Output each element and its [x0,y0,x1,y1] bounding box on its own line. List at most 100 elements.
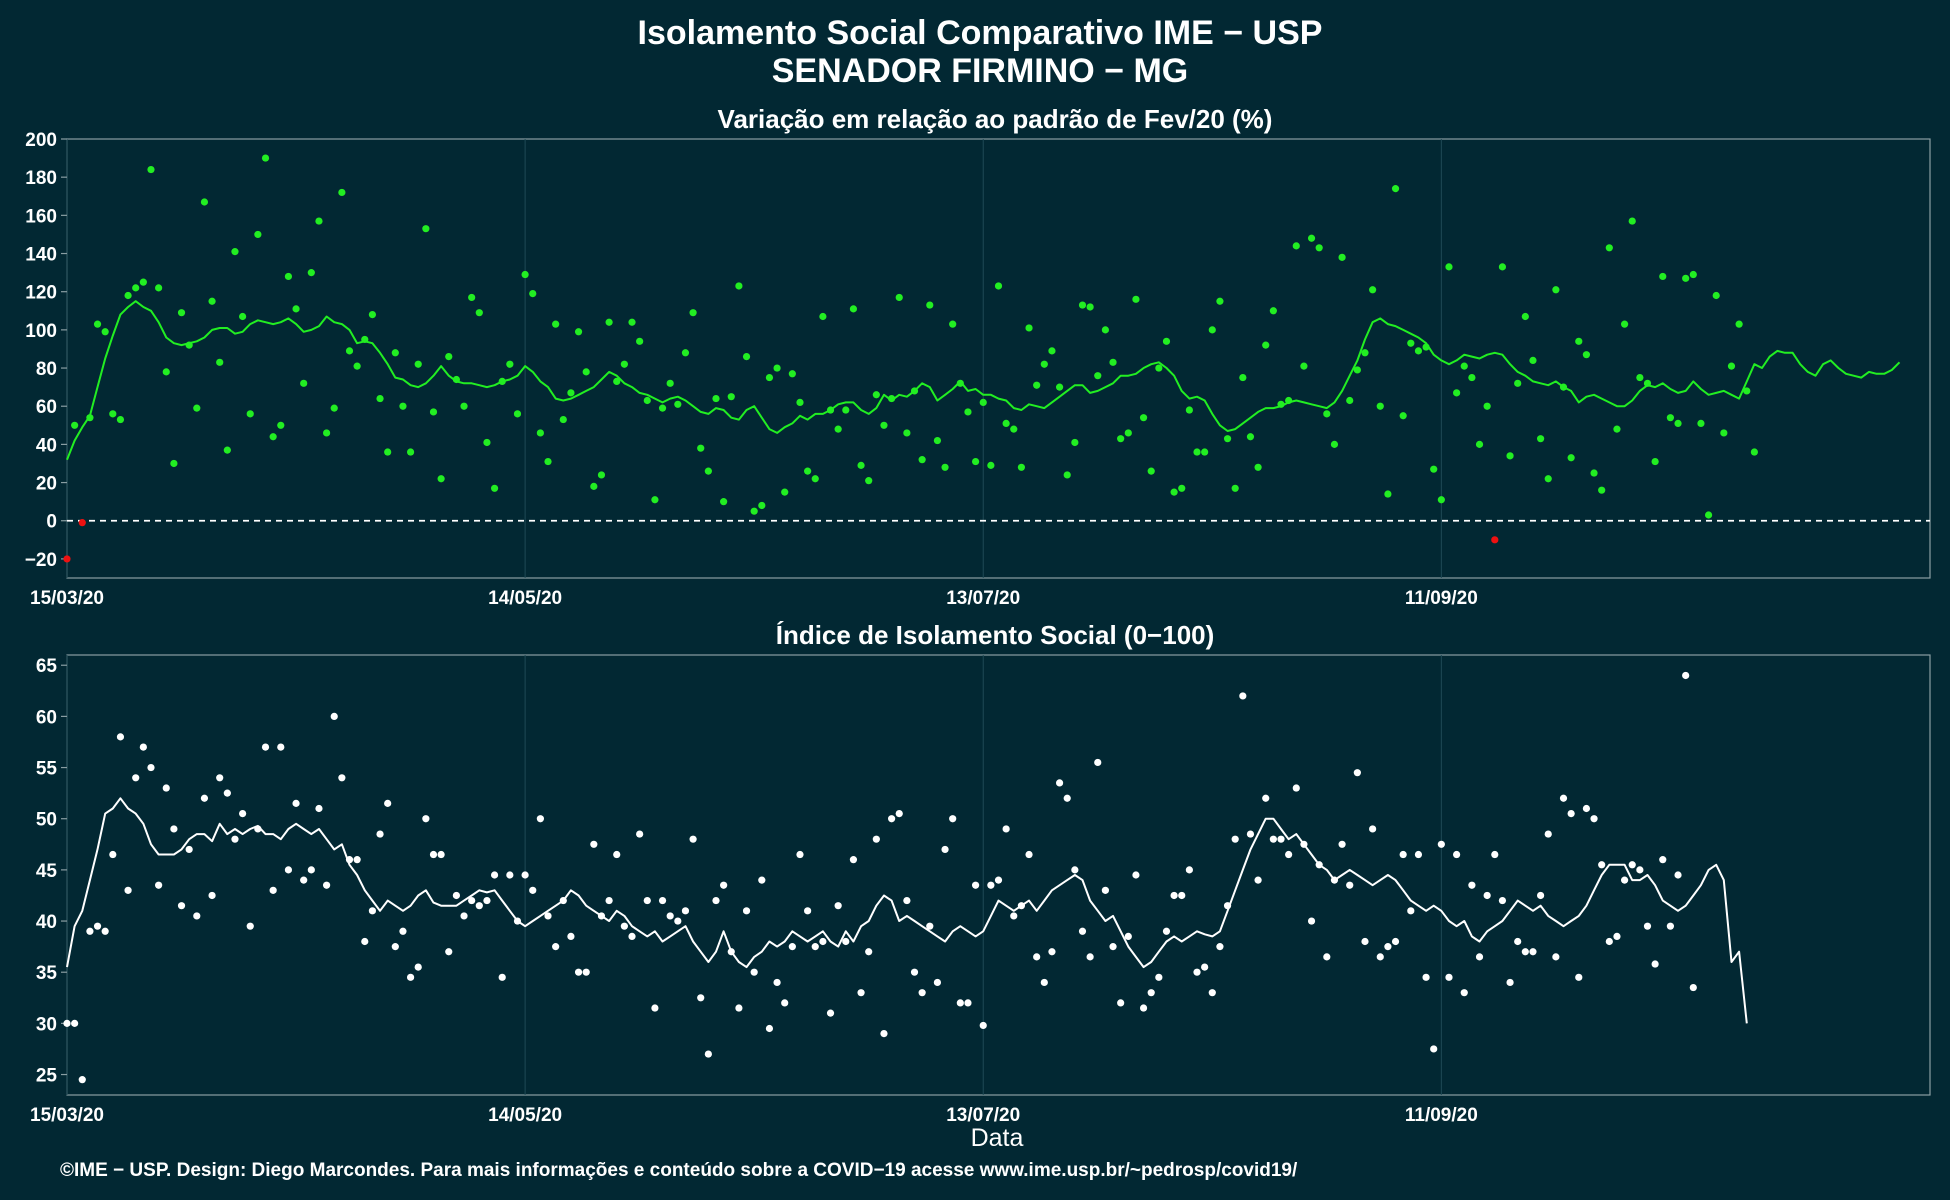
data-point [636,337,644,345]
data-point [628,318,636,326]
data-point [345,347,354,355]
data-point [1605,244,1613,252]
data-point [1048,347,1056,355]
data-point [620,922,628,930]
data-point [422,225,430,233]
data-point [1162,337,1171,345]
data-point [1430,1045,1438,1053]
data-point [1338,840,1346,848]
data-point [651,496,659,504]
data-point [452,891,460,900]
data-point [399,402,407,410]
data-point [1682,274,1690,282]
data-point [1514,379,1522,387]
data-point [468,293,476,302]
data-point [1514,937,1522,946]
data-point [994,876,1003,884]
data-point [1537,891,1545,900]
y-tick-label: 120 [25,283,57,304]
data-point [475,309,483,317]
data-point [1567,454,1575,462]
data-point [1117,435,1125,443]
data-point [804,907,812,915]
data-point [1422,973,1430,981]
data-point [292,305,300,313]
data-point [1445,263,1453,271]
data-point [1124,932,1132,940]
data-point [1636,866,1644,874]
data-point [1109,358,1117,366]
data-point [1086,303,1094,311]
data-point [307,269,315,277]
bottom-x-axis-label: Data [971,1124,1024,1152]
data-point [1521,948,1529,956]
data-point [1491,536,1499,544]
data-point [231,248,239,256]
data-point [1048,948,1056,956]
data-point [315,217,323,225]
data-point [1376,402,1384,410]
data-point [1193,448,1201,456]
data-point [330,712,338,720]
data-point [223,789,231,797]
y-tick-label: −20 [25,550,57,571]
data-point [391,943,399,951]
data-point [101,927,109,935]
y-tick-label: 60 [36,397,57,418]
data-point [429,850,438,859]
data-point [979,398,987,406]
data-point [177,309,186,317]
data-point [1445,973,1453,981]
y-tick-label: 160 [25,206,57,227]
data-point [300,876,308,884]
data-point [277,743,285,751]
data-point [674,400,682,408]
chart-title-line1: Isolamento Social Comparativo IME − USP [638,14,1323,52]
data-point [376,830,384,838]
data-point [216,774,224,782]
y-tick-label: 140 [25,245,57,266]
data-point [949,815,957,823]
data-point [613,377,621,386]
data-point [1727,362,1736,370]
data-point [842,406,850,414]
data-point [460,912,468,920]
data-point [1353,366,1361,374]
data-point [857,989,865,997]
data-point [620,360,628,368]
data-point [1391,937,1400,946]
data-point [1750,448,1758,456]
data-point [1315,244,1323,252]
data-point [475,902,483,910]
data-point [597,471,606,479]
data-point [1239,373,1247,382]
data-point [1743,387,1751,395]
data-point [1086,953,1094,961]
y-tick-label: 20 [36,474,57,495]
data-point [857,461,865,469]
data-point [490,484,499,492]
data-point [506,360,514,368]
data-point [1353,769,1361,777]
data-point [414,360,422,368]
data-point [704,467,712,475]
data-point [1216,943,1224,951]
data-point [1185,866,1193,874]
data-point [582,968,590,976]
data-point [1659,856,1667,864]
data-point [1040,978,1048,987]
data-point [399,927,407,935]
data-point [132,284,140,292]
data-point [1147,989,1155,997]
data-point [139,278,147,286]
data-point [956,999,964,1007]
bottom-panel-title: Índice de Isolamento Social (0−100) [776,620,1215,650]
y-tick-label: 25 [36,1066,58,1087]
data-point [1124,429,1132,437]
data-point [185,845,193,854]
data-point [605,318,613,326]
data-point [735,1004,743,1012]
data-point [1552,286,1560,294]
data-point [322,881,331,889]
